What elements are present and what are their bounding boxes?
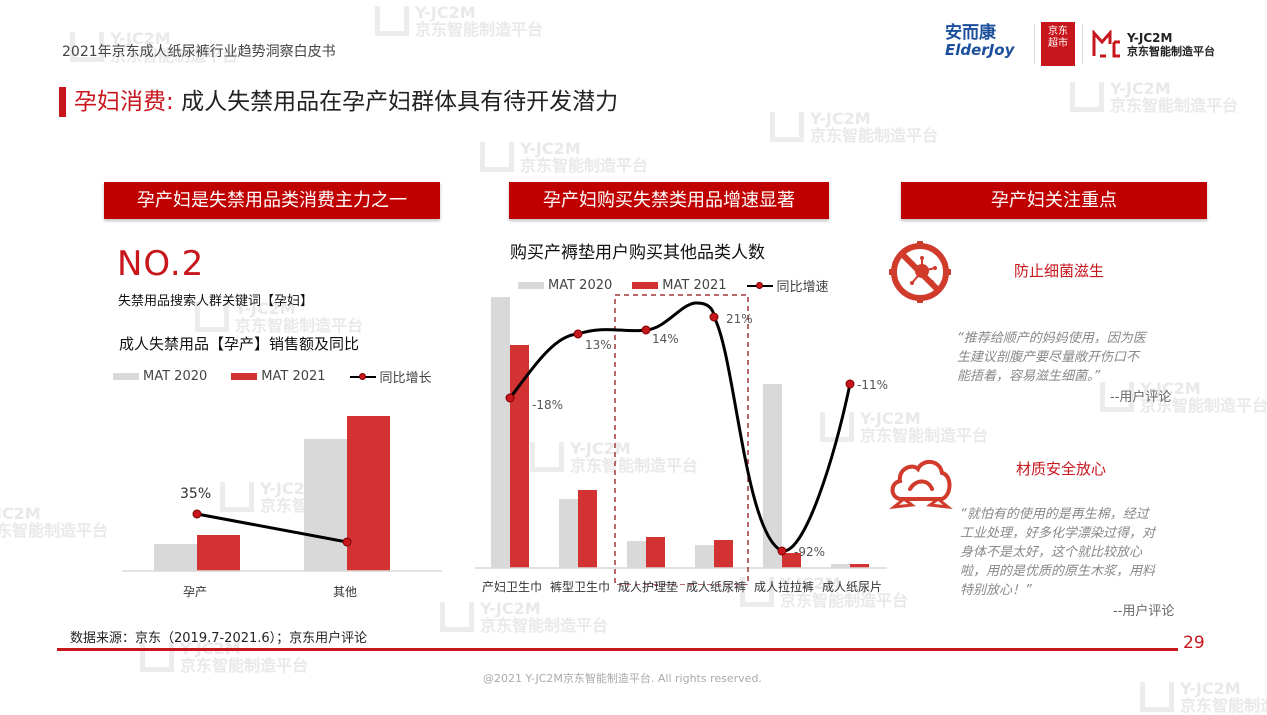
legend-swatch-growth [746, 281, 773, 289]
user-quote: “就怕有的使用的是再生棉，经过 工业处理，好多化学漂染过得，对 身体不是太好，这… [960, 507, 1156, 598]
x-label: 其他 [333, 585, 358, 599]
bar-2020-other [304, 439, 347, 571]
focus-title-material: 材质安全放心 [1016, 460, 1107, 478]
data-source: 数据来源：京东（2019.7-2021.6）；京东用户评论 [70, 631, 368, 646]
watermark: Y-JC2M京东智能制造平台 [0, 504, 109, 540]
x-label: 成人护理垫 [617, 580, 678, 594]
section-header-left: 孕产妇是失禁用品类消费主力之一 [104, 182, 440, 219]
growth-label: 13% [585, 338, 612, 352]
x-label: 成人纸尿裤 [685, 580, 746, 594]
bar-2021-yunchan [197, 535, 240, 571]
x-label: 裤型卫生巾 [549, 580, 610, 594]
bar-2021 [714, 540, 733, 568]
growth-point [709, 312, 719, 322]
bar-2020 [627, 541, 646, 568]
quote-source: --用户评论 [1113, 604, 1175, 619]
chart2-title: 购买产褥垫用户购买其他品类人数 [510, 243, 765, 263]
growth-label: -92% [794, 545, 826, 559]
growth-label: -18% [532, 398, 564, 412]
title-accent-bar [59, 87, 66, 117]
yjc2m-logo-text: Y-JC2M 京东智能制造平台 [1127, 31, 1215, 58]
page-title: 孕妇消费: 成人失禁用品在孕产妇群体具有待开发潜力 [74, 89, 619, 115]
user-quote: “推荐给顺产的妈妈使用，因为医 生建议剖腹产要尽量敞开伤口不 能捂着，容易滋生细… [957, 331, 1146, 384]
x-label: 孕产 [183, 585, 208, 599]
bar-2021 [646, 537, 665, 568]
bar-2020 [831, 564, 850, 568]
highlight-box [614, 294, 749, 585]
bar-2021 [578, 490, 597, 568]
footer-divider [57, 648, 1178, 651]
growth-point [777, 546, 787, 556]
growth-point [342, 537, 352, 547]
growth-label: -11% [857, 378, 889, 392]
growth-point [845, 379, 855, 389]
x-label: 成人拉拉裤 [753, 580, 814, 594]
no-bacteria-icon [886, 238, 954, 310]
x-label: 成人纸尿片 [821, 580, 882, 594]
logo-divider [1082, 24, 1083, 64]
chart2-bars [491, 297, 869, 568]
yjc2m-logo-icon [1092, 29, 1122, 58]
growth-label: 35% [180, 486, 212, 502]
section-header-middle: 孕产妇购买失禁类用品增速显著 [509, 182, 829, 219]
bar-2021 [782, 553, 801, 568]
bar-2021-other [347, 416, 390, 571]
chart1-bars [154, 416, 390, 571]
chart2-x-axis: 产妇卫生巾 裤型卫生巾 成人护理垫 成人纸尿裤 成人拉拉裤 成人纸尿片 [478, 578, 888, 595]
legend-swatch-2020 [518, 282, 544, 289]
growth-point [192, 509, 202, 519]
chart2-legend: MAT 2020 MAT 2021 同比增速 [518, 276, 829, 295]
section-header-right: 孕产妇关注重点 [901, 182, 1207, 219]
chart1-title: 成人失禁用品【孕产】销售额及同比 [119, 335, 360, 353]
watermark: Y-JC2M京东智能制造平台 [1140, 680, 1267, 714]
chart2-bar-line [475, 294, 887, 585]
logo-divider [1034, 24, 1035, 64]
cotton-icon [888, 455, 954, 515]
focus-title-bacteria: 防止细菌滋生 [1014, 262, 1105, 280]
chart1-bar-line [122, 416, 442, 572]
quote-source: --用户评论 [1110, 390, 1172, 405]
bar-2020-yunchan [154, 544, 197, 571]
bar-2020 [559, 499, 578, 568]
growth-label: 21% [726, 312, 753, 326]
legend-swatch-2020 [113, 373, 139, 380]
legend-swatch-2021 [231, 373, 258, 380]
growth-point [641, 325, 651, 335]
growth-point [573, 329, 583, 339]
bar-2021 [850, 564, 869, 568]
copyright: @2021 Y-JC2M京东智能制造平台. All rights reserve… [483, 672, 762, 685]
jd-supermarket-logo: 京东 超市 [1041, 22, 1075, 66]
bar-2020 [763, 384, 782, 568]
rank-caption: 失禁用品搜索人群关键词【孕妇】 [118, 294, 314, 309]
bar-2020 [695, 545, 714, 568]
page-number: 29 [1183, 633, 1205, 653]
bar-2021 [510, 345, 529, 568]
rank-number: NO.2 [117, 244, 205, 284]
growth-point [505, 393, 515, 403]
growth-label: 14% [652, 332, 679, 346]
x-label: 产妇卫生巾 [481, 580, 542, 594]
chart1-growth-line [196, 512, 348, 544]
legend-swatch-growth [349, 372, 376, 380]
elderjoy-logo: 安而康 ElderJoy [945, 23, 1015, 59]
bar-2020 [491, 297, 510, 568]
chart1-legend: MAT 2020 MAT 2021 同比增长 [113, 367, 432, 386]
document-title: 2021年京东成人纸尿裤行业趋势洞察白皮书 [62, 44, 336, 60]
legend-swatch-2021 [632, 282, 659, 289]
